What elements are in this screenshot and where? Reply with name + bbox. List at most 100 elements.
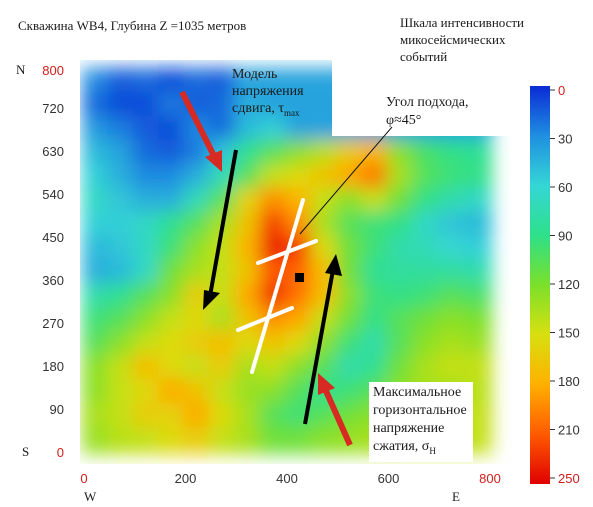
heat-cell: [361, 282, 391, 311]
colorbar-title-line-3: событий: [400, 49, 448, 64]
heat-cell: [285, 282, 315, 311]
heat-cell: [335, 330, 366, 359]
heat-cell: [437, 139, 467, 168]
heat-cell: [183, 354, 213, 383]
heat-cell: [82, 211, 112, 240]
heat-cell: [411, 306, 442, 335]
colorbar-tick-label: 60: [558, 180, 572, 195]
heat-cell: [335, 354, 366, 383]
heat-cell: [82, 235, 112, 263]
y-tick-label: 630: [42, 144, 64, 159]
heat-cell: [183, 306, 213, 335]
heat-cell: [386, 354, 416, 383]
max-stress-line-2: горизонтальное: [373, 403, 467, 418]
heat-cell: [158, 163, 188, 192]
y-tick-label: 540: [42, 187, 64, 202]
heat-cell: [411, 330, 442, 359]
heat-cell: [82, 187, 112, 216]
heat-cell: [234, 187, 264, 216]
heat-cell: [335, 378, 366, 407]
heat-cell: [234, 402, 264, 431]
x-tick-label: 600: [378, 471, 400, 486]
heat-cell: [361, 306, 391, 335]
x-tick-label: 400: [276, 471, 298, 486]
heat-cell: [82, 378, 112, 407]
heat-cell: [259, 115, 289, 144]
heat-cell: [107, 306, 137, 335]
heat-cell: [183, 378, 213, 407]
heat-cell: [259, 211, 289, 240]
heat-cell: [437, 211, 467, 240]
heat-cell: [107, 211, 137, 240]
heat-cell: [132, 426, 163, 454]
heat-cell: [310, 187, 340, 216]
y-tick-label: 450: [42, 230, 64, 245]
heat-cell: [386, 259, 416, 287]
colorbar-tick-label: 250: [558, 471, 580, 486]
heat-cell: [361, 259, 391, 287]
heat-cell: [183, 330, 213, 359]
heat-cell: [310, 426, 340, 454]
heat-cell: [411, 235, 442, 263]
fracture-line-lower: [236, 306, 294, 332]
compass-west: W: [84, 489, 97, 504]
heat-cell: [285, 306, 315, 335]
heat-cell: [437, 306, 467, 335]
y-tick-label: 90: [50, 402, 64, 417]
heat-cell: [361, 187, 391, 216]
heat-cell: [259, 402, 289, 431]
heat-cell: [335, 187, 366, 216]
x-tick-label: 0: [80, 471, 87, 486]
heat-cell: [82, 402, 112, 431]
heat-cell: [82, 91, 112, 120]
approach-angle-annotation: Угол подхода, φ≈45°: [386, 94, 469, 130]
heat-cell: [107, 68, 137, 96]
heat-cell: [259, 426, 289, 454]
heat-cell: [132, 235, 163, 263]
heat-cell: [462, 354, 492, 383]
heat-cell: [132, 402, 163, 431]
no-data-region: [332, 58, 522, 136]
heat-cell: [82, 68, 112, 96]
no-data-region-bottom: [80, 464, 520, 474]
heat-cell: [132, 330, 163, 359]
heat-cell: [234, 68, 264, 96]
angle-pointer-line: [299, 126, 393, 235]
heat-cell: [82, 282, 112, 311]
heat-cell: [386, 306, 416, 335]
colorbar: [530, 86, 550, 484]
colorbar-tick-label: 30: [558, 132, 572, 147]
colorbar-title: Шкала интенсивности микосейсмических соб…: [400, 14, 524, 65]
heat-cell: [259, 163, 289, 192]
heat-cell: [361, 139, 391, 168]
colorbar-tick-label: 210: [558, 423, 580, 438]
heat-cell: [132, 259, 163, 287]
y-tick-label: 360: [42, 273, 64, 288]
heat-cell: [386, 139, 416, 168]
y-axis-ticks: 0 90 180 270 360 450 540 630 720 800: [42, 63, 64, 460]
heat-cell: [82, 259, 112, 287]
heat-cell: [208, 330, 239, 359]
heat-cell: [158, 68, 188, 96]
heat-cell: [285, 115, 315, 144]
heat-cell: [132, 187, 163, 216]
heat-cell: [285, 259, 315, 287]
heatmap-cells: [82, 68, 492, 454]
heat-cell: [234, 115, 264, 144]
heat-cell: [437, 282, 467, 311]
heat-cell: [361, 235, 391, 263]
heat-cell: [259, 68, 289, 96]
heat-cell: [386, 330, 416, 359]
colorbar-tick-label: 150: [558, 326, 580, 341]
black-arrow-up: [303, 254, 342, 425]
heat-cell: [158, 187, 188, 216]
heat-cell: [411, 282, 442, 311]
heat-cell: [234, 211, 264, 240]
heat-cell: [386, 187, 416, 216]
heat-cell: [82, 163, 112, 192]
x-tick-label: 200: [175, 471, 197, 486]
heat-cell: [132, 354, 163, 383]
heat-cell: [285, 139, 315, 168]
heat-cell: [259, 187, 289, 216]
heat-cell: [158, 211, 188, 240]
